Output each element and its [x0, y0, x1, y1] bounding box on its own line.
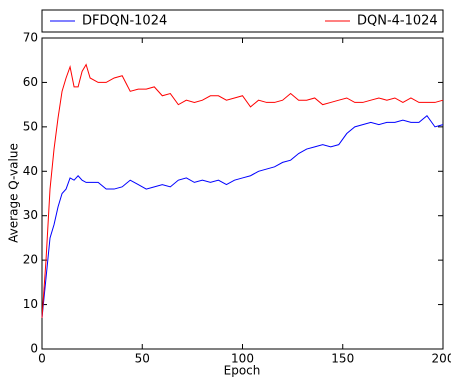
series-line [41, 115, 444, 318]
x-tick-label: 50 [135, 352, 150, 366]
x-axis-label: Epoch [224, 364, 261, 377]
x-tick-label: 150 [331, 352, 354, 366]
y-tick-label: 40 [23, 164, 38, 178]
y-tick-label: 10 [23, 297, 38, 311]
legend-box [41, 9, 444, 33]
x-tick-label: 0 [38, 352, 46, 366]
y-tick-label: 30 [23, 208, 38, 222]
y-tick-label: 70 [23, 31, 38, 45]
y-axis-label: Average Q-value [7, 143, 21, 243]
y-tick-label: 60 [23, 75, 38, 89]
series-line [41, 63, 444, 318]
y-tick-label: 50 [23, 119, 38, 133]
y-tick-label: 20 [23, 253, 38, 267]
x-tick-label: 200 [432, 352, 451, 366]
legend-label: DFDQN-1024 [82, 14, 167, 29]
plot-frame [41, 37, 444, 350]
legend-label: DQN-4-1024 [357, 14, 438, 29]
x-tick-label: 100 [231, 352, 254, 366]
y-tick-label: 0 [30, 342, 38, 356]
